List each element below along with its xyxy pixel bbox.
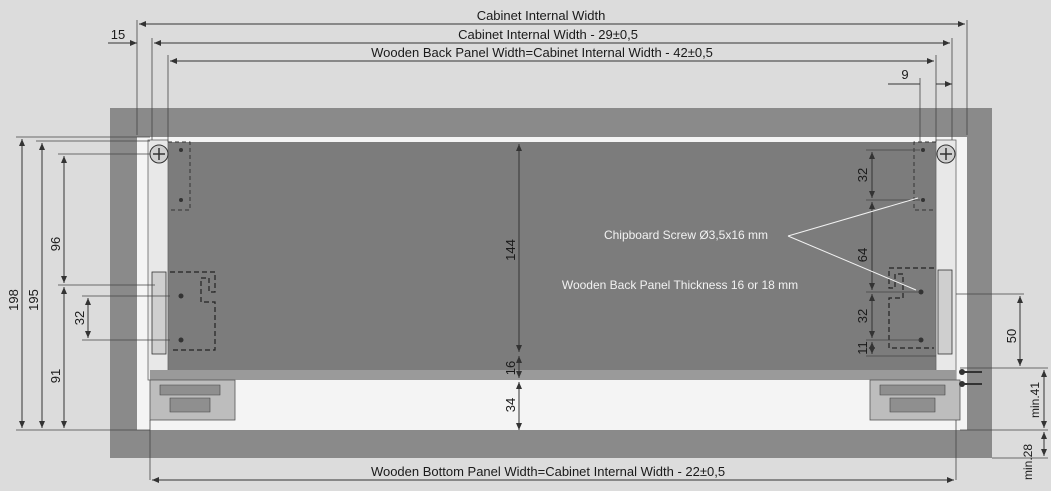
height-32-right-mid-label: 32 bbox=[855, 309, 870, 323]
height-198-label: 198 bbox=[6, 289, 21, 311]
height-96-label: 96 bbox=[48, 237, 63, 251]
screw-icon bbox=[149, 144, 169, 164]
panel-thickness-annotation: Wooden Back Panel Thickness 16 or 18 mm bbox=[562, 278, 798, 292]
height-144-label: 144 bbox=[503, 239, 518, 261]
offset-9-label: 9 bbox=[901, 67, 908, 82]
mounting-screw-icon bbox=[959, 369, 982, 387]
height-11-label: 11 bbox=[855, 341, 870, 355]
cabinet-internal-width-label: Cabinet Internal Width bbox=[477, 8, 606, 23]
right-runner-detail bbox=[879, 384, 946, 413]
bottom-panel-width-label: Wooden Bottom Panel Width=Cabinet Intern… bbox=[371, 464, 725, 479]
screw-icon bbox=[936, 144, 956, 164]
left-runner-detail bbox=[159, 384, 221, 413]
left-top-bracket bbox=[168, 141, 191, 211]
min-41-label: min.41 bbox=[1028, 382, 1042, 418]
height-32-left-label: 32 bbox=[72, 311, 87, 325]
right-lower-bracket bbox=[888, 267, 934, 349]
height-16-label: 16 bbox=[503, 361, 518, 375]
height-64-label: 64 bbox=[855, 248, 870, 262]
offset-15-label: 15 bbox=[111, 27, 125, 42]
left-lower-bracket bbox=[170, 271, 216, 351]
cabinet-width-minus-29-label: Cabinet Internal Width - 29±0,5 bbox=[458, 27, 638, 42]
height-34-label: 34 bbox=[503, 398, 518, 412]
bottom-panel bbox=[150, 370, 956, 380]
right-lower-bracket-plate bbox=[937, 269, 953, 355]
left-lower-bracket-plate bbox=[151, 271, 167, 355]
screw-leader-line bbox=[787, 197, 919, 237]
screw-leader-line bbox=[787, 235, 917, 291]
height-50-label: 50 bbox=[1004, 329, 1019, 343]
height-195-label: 195 bbox=[26, 289, 41, 311]
right-top-bracket bbox=[913, 141, 936, 211]
height-91-label: 91 bbox=[48, 369, 63, 383]
min-28-label: min.28 bbox=[1021, 444, 1035, 480]
back-panel bbox=[168, 142, 936, 380]
back-panel-width-label: Wooden Back Panel Width=Cabinet Internal… bbox=[371, 45, 713, 60]
screw-annotation: Chipboard Screw Ø3,5x16 mm bbox=[604, 228, 768, 242]
height-32-right-top-label: 32 bbox=[855, 168, 870, 182]
